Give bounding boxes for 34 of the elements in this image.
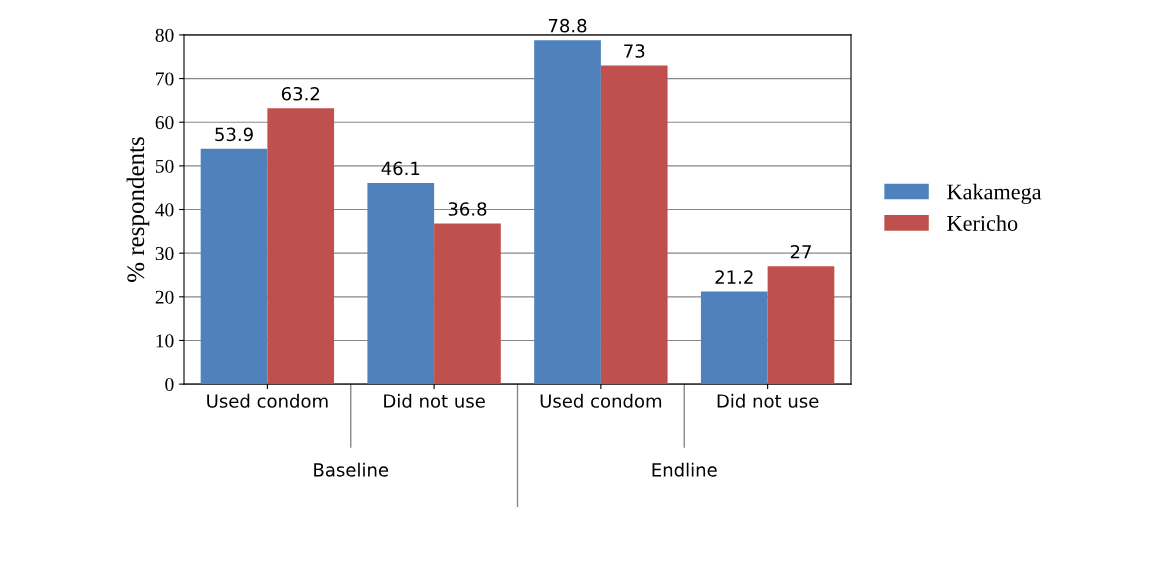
legend-label: Kericho bbox=[947, 215, 1018, 231]
x-tick-label: Used condom bbox=[540, 393, 662, 408]
text: Baseline bbox=[314, 462, 389, 477]
y-tick-label: 40 bbox=[155, 203, 174, 217]
data-label: 27 bbox=[790, 244, 811, 259]
bar bbox=[767, 266, 835, 385]
data-label: 78.8 bbox=[548, 18, 587, 33]
y-tick-label: 60 bbox=[155, 116, 174, 130]
x-tick-label: Did not use bbox=[384, 393, 485, 408]
y-tick-label: 0 bbox=[165, 377, 174, 392]
y-tick-label: 70 bbox=[156, 72, 174, 86]
y-tick-label: 50 bbox=[155, 159, 174, 173]
bar bbox=[267, 108, 335, 385]
y-tick-label: 30 bbox=[155, 246, 174, 261]
data-label: 21.2 bbox=[715, 270, 753, 284]
y-axis-title: % respondents bbox=[126, 137, 150, 282]
data-label: 63.2 bbox=[281, 86, 320, 101]
bar bbox=[534, 40, 601, 385]
y-tick-label: 20 bbox=[155, 290, 174, 304]
x-tick-label: Did not use bbox=[717, 393, 819, 408]
bar bbox=[367, 182, 435, 385]
text: Endline bbox=[652, 462, 717, 477]
data-label: 46.1 bbox=[381, 161, 420, 176]
data-label: 53.9 bbox=[215, 127, 253, 142]
bar bbox=[200, 148, 268, 385]
bar bbox=[434, 223, 501, 385]
data-label: 36.8 bbox=[448, 202, 487, 216]
legend-label: Kakamega bbox=[947, 183, 1042, 204]
x-tick-label: Used condom bbox=[207, 393, 328, 408]
bar bbox=[600, 65, 668, 385]
y-tick-label: 80 bbox=[155, 28, 174, 42]
bar bbox=[700, 291, 768, 385]
data-label: 73 bbox=[624, 44, 645, 58]
y-tick-label: 10 bbox=[156, 334, 174, 348]
